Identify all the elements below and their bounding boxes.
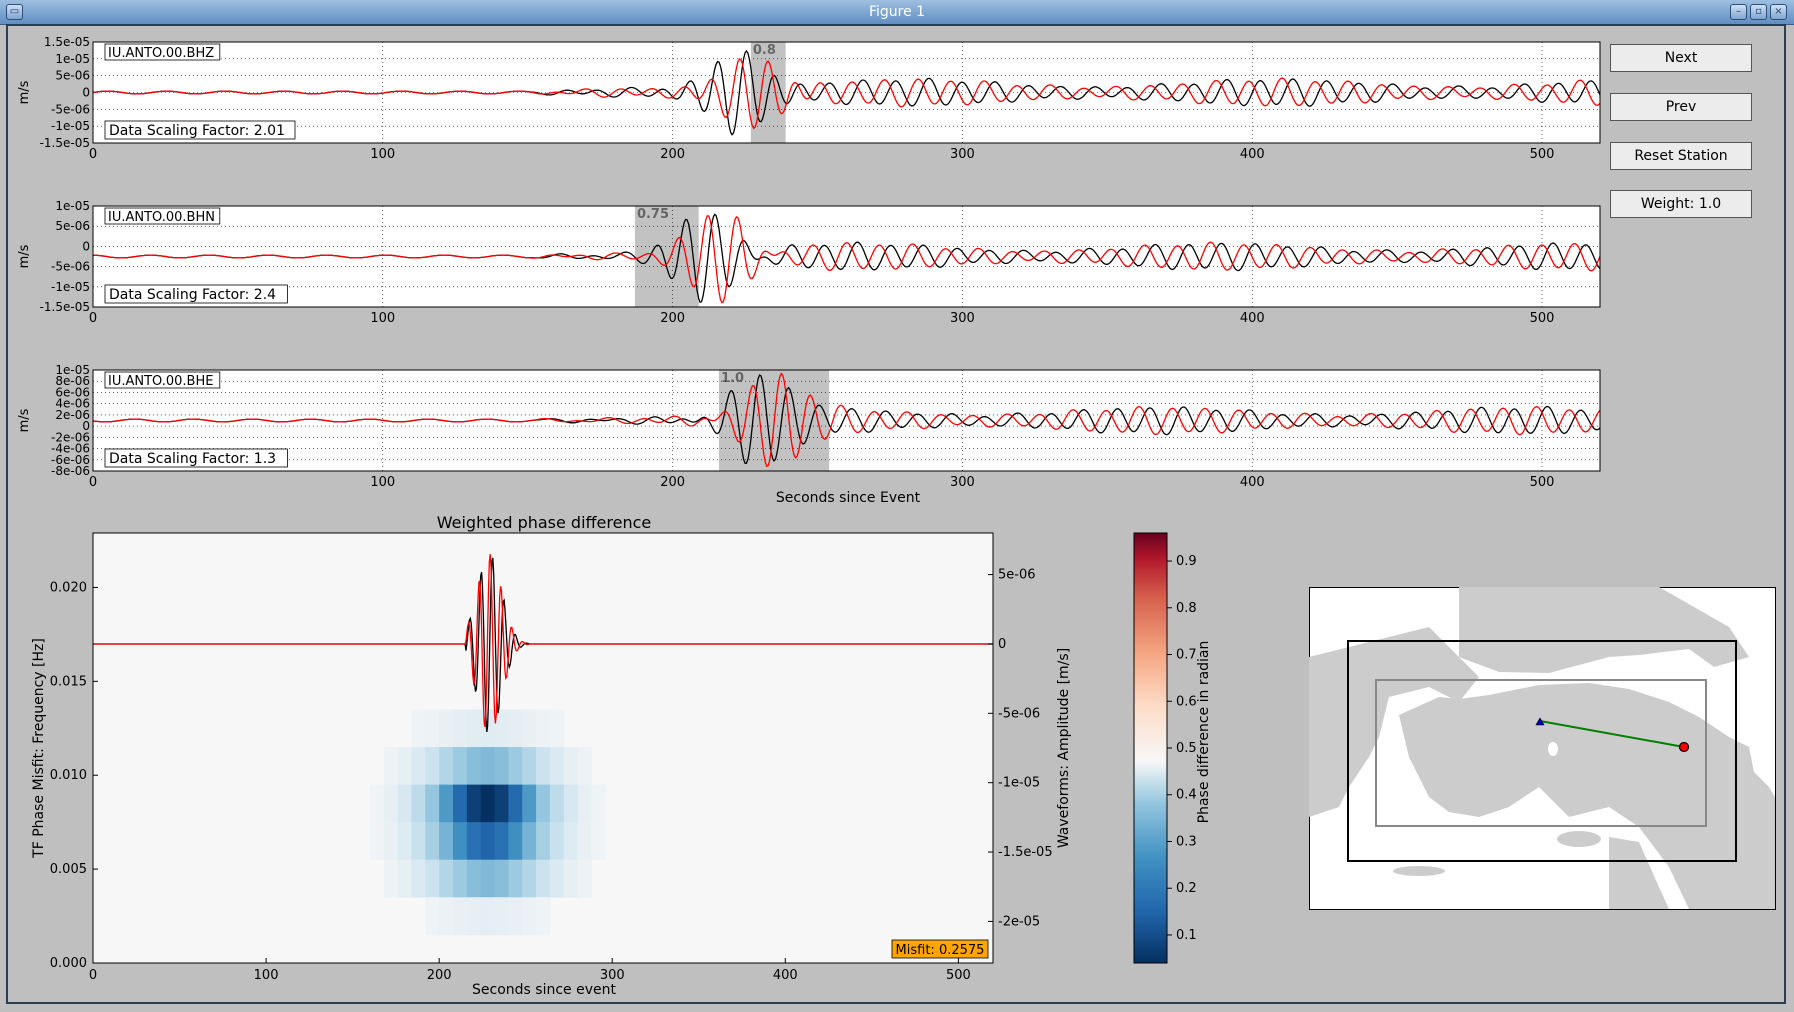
- x-tick-label: 500: [1530, 147, 1555, 162]
- x-tick-label: 400: [1240, 311, 1265, 326]
- scaling-label-box: [104, 120, 296, 140]
- window-weight-label: 0.8: [753, 43, 776, 58]
- window-weight-label: 0.75: [637, 207, 669, 222]
- landmass-anatolia: [1399, 683, 1775, 909]
- x-tick-label: 300: [950, 475, 975, 490]
- station-label: IU.ANTO.00.BHN: [108, 210, 215, 225]
- station-label-box: [104, 207, 221, 225]
- x-tick-label: 200: [660, 311, 685, 326]
- maximize-icon[interactable]: ▫: [1750, 4, 1767, 20]
- scaling-label: Data Scaling Factor: 2.4: [109, 287, 276, 303]
- y-tick-label: -1.5e-05: [40, 300, 90, 314]
- synthetic-waveform: [92, 372, 1601, 468]
- map-inner-region: [1375, 679, 1707, 827]
- y-tick-label: 1.5e-05: [44, 35, 90, 49]
- x-tick-label: 300: [950, 311, 975, 326]
- y-tick-label: -1e-05: [51, 280, 90, 294]
- y-tick-label: -5e-06: [51, 260, 90, 274]
- x-tick-label: 0: [89, 475, 97, 490]
- x-tick-label: 100: [370, 147, 395, 162]
- x-tick-label: 500: [1530, 475, 1555, 490]
- station-label: IU.ANTO.00.BHE: [108, 374, 213, 389]
- waveform-traces: 0.8 0 100 200 300 400 500 1.5e-05 1e-05 5e-06 0 -5e…: [17, 35, 1601, 506]
- y-tick-label: 0: [82, 86, 90, 100]
- y-tick-label: 0: [82, 239, 90, 253]
- station-label: IU.ANTO.00.BHZ: [108, 46, 214, 61]
- x-tick-label: 400: [1240, 147, 1265, 162]
- station-marker-icon[interactable]: [1535, 717, 1545, 726]
- close-icon[interactable]: ×: [1770, 4, 1787, 20]
- x-tick-label: 300: [950, 147, 975, 162]
- x-tick-label: 200: [660, 475, 685, 490]
- station-label-box: [104, 371, 221, 389]
- event-marker-icon[interactable]: [1678, 741, 1690, 753]
- x-tick-label: 0: [89, 311, 97, 326]
- x-tick-label: 200: [660, 147, 685, 162]
- y-tick-label: 0: [82, 419, 90, 433]
- y-tick-label: 5e-06: [55, 219, 90, 233]
- station-map[interactable]: [1309, 587, 1777, 911]
- trace-axes: [93, 370, 1600, 471]
- scaling-label: Data Scaling Factor: 1.3: [109, 451, 276, 467]
- y-tick-label: 6e-06: [55, 385, 90, 399]
- synthetic-waveform: [92, 214, 1601, 304]
- synthetic-waveform: [92, 58, 1601, 130]
- y-tick-label: 8e-06: [55, 374, 90, 388]
- trace-ylabel: m/s: [17, 408, 32, 432]
- window-weight-label: 1.0: [721, 371, 744, 386]
- y-tick-label: 2e-06: [55, 408, 90, 422]
- minimize-icon[interactable]: –: [1730, 4, 1747, 20]
- prev-button[interactable]: Prev: [1610, 93, 1752, 121]
- trace-ylabel: m/s: [17, 80, 32, 104]
- next-button[interactable]: Next: [1610, 44, 1752, 72]
- trace-frame: [92, 369, 1601, 472]
- y-tick-label: 1e-05: [55, 363, 90, 377]
- y-tick-label: 1e-05: [55, 52, 90, 66]
- y-tick-label: 1e-05: [55, 199, 90, 213]
- trace-axes: [93, 206, 1600, 307]
- trace-frame: [92, 205, 1601, 308]
- ray-path: [1539, 720, 1685, 748]
- trace-frame: [92, 41, 1601, 144]
- y-tick-label: -8e-06: [51, 464, 90, 478]
- y-tick-label: 4e-06: [55, 397, 90, 411]
- y-tick-label: -2e-06: [51, 430, 90, 444]
- scaling-label-box: [104, 448, 288, 468]
- y-tick-label: -1.5e-05: [40, 136, 90, 150]
- y-tick-label: -4e-06: [51, 442, 90, 456]
- scaling-label-box: [104, 284, 288, 304]
- weight-field[interactable]: Weight: 1.0: [1610, 190, 1752, 218]
- map-outer-region: [1347, 640, 1737, 862]
- y-tick-label: -1e-05: [51, 119, 90, 133]
- trace-xlabel: Seconds since Event: [776, 490, 921, 506]
- x-tick-label: 400: [1240, 475, 1265, 490]
- y-tick-label: -6e-06: [51, 453, 90, 467]
- trace-panel-bhz[interactable]: 0.8 0 100 200 300 400 500 1.5e-05 1e-05 5e-06 0 -5e…: [17, 35, 1601, 162]
- cyprus: [1557, 831, 1601, 847]
- crete: [1393, 866, 1445, 876]
- window-title: Figure 1: [868, 4, 926, 20]
- y-tick-label: 5e-06: [55, 69, 90, 83]
- trace-panel-bhe[interactable]: 1.0 0 100 200 300 400 500 1e-058e-066e-064e-062…: [17, 363, 1601, 490]
- x-tick-label: 0: [89, 147, 97, 162]
- x-tick-label: 100: [370, 475, 395, 490]
- trace-panel-bhn[interactable]: 0.75 0 100 200 300 400 500 1e-05 5e-06 0 -5e-06 -1e…: [17, 199, 1601, 326]
- scaling-label: Data Scaling Factor: 2.01: [109, 123, 285, 139]
- landmass-balkans: [1309, 627, 1479, 817]
- x-tick-label: 100: [370, 311, 395, 326]
- station-label-box: [104, 43, 221, 61]
- window-menu-icon[interactable]: ▭: [6, 4, 23, 20]
- x-tick-label: 500: [1530, 311, 1555, 326]
- reset-station-button[interactable]: Reset Station: [1610, 142, 1752, 170]
- trace-ylabel: m/s: [17, 244, 32, 268]
- y-tick-label: -5e-06: [51, 102, 90, 116]
- lake: [1548, 742, 1558, 756]
- trace-axes: [93, 42, 1600, 143]
- landmass-black-sea-north: [1459, 587, 1749, 673]
- landmass-levant: [1609, 837, 1669, 909]
